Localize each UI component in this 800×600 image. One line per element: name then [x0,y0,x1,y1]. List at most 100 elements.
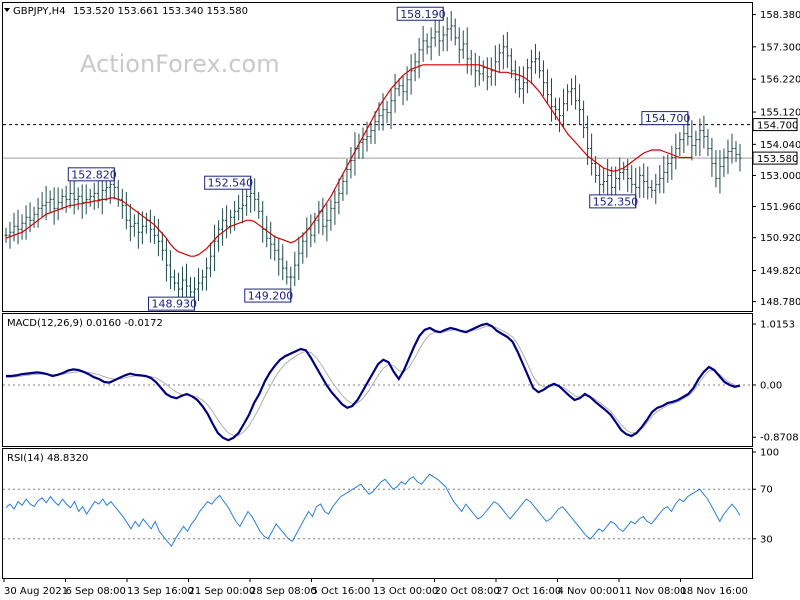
price-bar [513,60,517,94]
price-bar [277,238,281,276]
price-callout: 158.190 [396,6,446,21]
price-bar [646,166,650,200]
price-bar [585,115,590,165]
price-bar [714,150,718,188]
price-bar [598,164,602,198]
price-bar [589,133,594,176]
price-bar [461,30,465,59]
price-bar [68,179,72,209]
price-bar [289,266,293,291]
price-bar [630,164,634,194]
price-bar [381,93,385,131]
price-bar [80,184,84,219]
price-bar [172,269,177,291]
price-bar [565,84,570,112]
price-bar [722,148,726,177]
price-bar [253,178,257,212]
price-bar [501,34,505,70]
price-bar [706,129,710,157]
price-bar [385,100,389,124]
price-bar [517,66,521,98]
price-bar [301,232,305,264]
macd-layer [3,322,752,442]
price-bar [72,176,76,215]
x-tick-label: 27 Oct 16:00 [496,586,561,597]
price-bar [682,123,686,154]
callout-label: 152.820 [71,168,117,181]
price-bar [678,132,682,157]
price-bar [12,212,16,242]
price-tick-label: 151.960 [760,202,800,213]
price-bar [537,51,542,79]
price-bar [525,58,530,94]
price-tick-label: 158.380 [760,10,800,21]
price-bar [690,120,694,161]
price-bar [369,123,373,145]
price-bar [389,88,393,130]
price-bar [497,43,501,73]
price-bar [241,188,245,224]
price-bar [577,84,582,125]
price-bar [48,190,52,213]
macd-line [6,322,741,442]
price-bar [421,25,425,62]
price-bar [726,139,730,174]
price-callout: 148.930 [148,296,197,311]
price-bar [184,263,189,302]
price-bar [662,156,666,194]
price-bar [734,141,738,162]
x-tick-label: 4 Nov 00:00 [558,586,619,597]
price-bar [168,250,173,290]
price-tick-label: 155.120 [760,108,800,119]
x-tick-label: 5 Oct 16:00 [312,586,371,597]
price-bar [658,164,662,194]
price-bar [92,182,96,210]
price-bar [569,78,574,106]
price-bar [738,144,742,172]
price-bar [533,43,538,74]
price-bar [650,179,654,198]
price-bar [622,161,626,180]
price-tick-label: 154.040 [760,140,800,151]
price-tick-label: 153.000 [760,171,800,182]
macd-tick-label: 0.00 [760,381,782,392]
symbol-dropdown-icon[interactable] [4,8,10,12]
price-bar [333,190,337,225]
price-bar [477,55,481,86]
price-bar [156,218,161,257]
price-bar [273,235,277,261]
price-bar [602,167,606,194]
price-bar [561,88,566,128]
macd-tick-label: -0.8708 [760,433,799,444]
price-bar [606,158,610,197]
price-bar [104,178,108,201]
price-bar [293,251,297,287]
price-bar [200,269,205,291]
price-bar [128,203,132,242]
price-bar [204,257,209,291]
price-bar [20,214,24,240]
price-bar [237,194,241,221]
price-bar [345,158,349,195]
price-bar [32,206,36,228]
price-bar [453,18,457,46]
price-bar [594,156,598,183]
price-bar [297,236,301,281]
price-bar [96,179,100,209]
price-bar [361,127,365,159]
price-bar [441,25,445,52]
price-bar [257,191,261,219]
price-tick-label: 150.920 [760,233,800,244]
callout-label: 152.350 [593,195,639,208]
price-bar [285,260,289,285]
rsi-panel-frame [2,448,753,579]
price-callout: 154.700 [641,111,690,126]
price-bar [449,10,453,41]
price-callout: 152.820 [67,167,117,182]
price-bar [581,100,586,139]
price-layer: 152.820 148.930 152.540 149.200 158.190 154.7… [3,6,752,311]
price-bar [76,187,80,210]
price-bar [638,166,642,198]
price-bar [341,173,345,201]
